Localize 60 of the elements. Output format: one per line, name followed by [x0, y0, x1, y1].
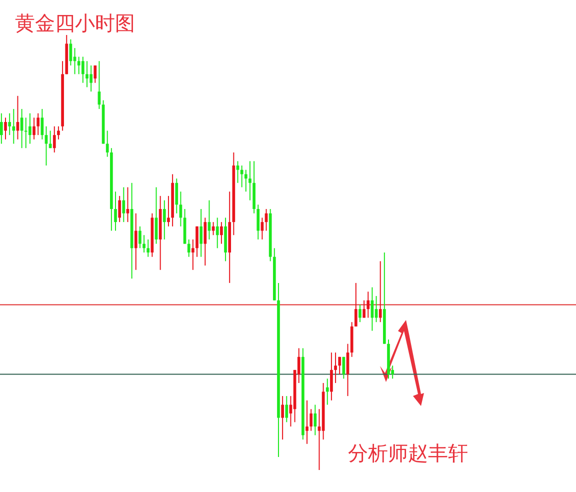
candlestick: [244, 169, 248, 192]
candlestick: [204, 217, 207, 266]
candlestick: [362, 300, 366, 318]
candlestick: [192, 238, 194, 270]
candlestick: [260, 217, 264, 240]
candlestick: [314, 404, 317, 436]
candlestick: [256, 204, 260, 240]
candlestick: [138, 226, 142, 249]
candlestick: [248, 160, 252, 201]
candlestick: [236, 160, 240, 184]
candlestick: [81, 56, 84, 84]
candlestick: [44, 126, 48, 166]
candlestick: [36, 112, 40, 136]
candlestick: [200, 208, 202, 258]
candlestick: [126, 186, 130, 223]
candlestick: [212, 222, 215, 236]
candlestick: [175, 178, 178, 214]
annotation: 分析师赵丰轩: [348, 443, 468, 465]
candlestick: [358, 304, 362, 323]
candlestick: [306, 400, 308, 444]
candlestick: [187, 238, 190, 258]
candlestick: [106, 130, 109, 158]
candlestick: [196, 226, 198, 258]
candlestick: [4, 117, 7, 140]
candlestick: [12, 108, 16, 144]
candlestick: [220, 222, 223, 244]
candlestick: [134, 212, 138, 270]
candlestick: [90, 64, 92, 92]
candlestick: [167, 195, 170, 227]
candlestick: [285, 396, 288, 423]
candlestick: [52, 126, 56, 153]
candlestick: [0, 112, 3, 144]
candlestick: [32, 117, 36, 140]
candlestick: [366, 291, 370, 318]
candlestick: [40, 108, 44, 140]
candlestick: [378, 260, 382, 323]
candlestick: [57, 126, 60, 140]
candlestick: [114, 191, 117, 232]
candlestick: [208, 200, 211, 240]
candlestick: [146, 238, 150, 258]
candlestick: [94, 64, 97, 84]
candlestick: [86, 60, 88, 88]
candlestick: [334, 352, 337, 384]
candlestick: [24, 117, 28, 149]
candlestick: [326, 378, 329, 406]
candlestick: [338, 356, 342, 375]
candlestick: [122, 186, 126, 223]
candlestick: [281, 396, 284, 440]
candlestick: [216, 217, 219, 249]
candlestick: [374, 296, 378, 323]
candlestick: [354, 282, 358, 327]
candlestick: [162, 200, 166, 240]
candlestick: [28, 112, 32, 144]
candlestick: [77, 56, 80, 75]
candlestick: [330, 352, 333, 401]
candlestick: [8, 112, 11, 136]
chart-title: 黄金四小时图: [15, 13, 135, 35]
candlestick: [142, 234, 146, 253]
candlestick: [118, 195, 122, 223]
candlestick: [310, 408, 313, 432]
